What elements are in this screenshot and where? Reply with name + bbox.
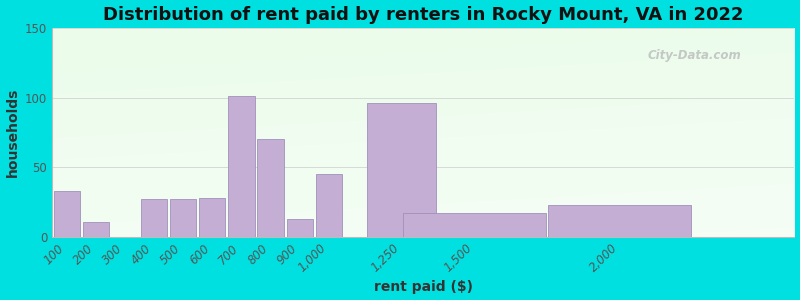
Title: Distribution of rent paid by renters in Rocky Mount, VA in 2022: Distribution of rent paid by renters in … [103,6,743,24]
Bar [366,103,437,237]
Y-axis label: households: households [6,88,19,177]
Bar [403,213,546,237]
Text: City-Data.com: City-Data.com [647,49,741,62]
Bar [82,222,109,237]
Bar [286,219,313,237]
X-axis label: rent paid ($): rent paid ($) [374,280,473,294]
Bar [199,198,226,237]
Bar [549,205,691,237]
Bar [258,140,284,237]
Bar [54,191,80,237]
Bar [228,96,254,237]
Bar [170,199,196,237]
Bar [141,199,167,237]
Bar [316,174,342,237]
